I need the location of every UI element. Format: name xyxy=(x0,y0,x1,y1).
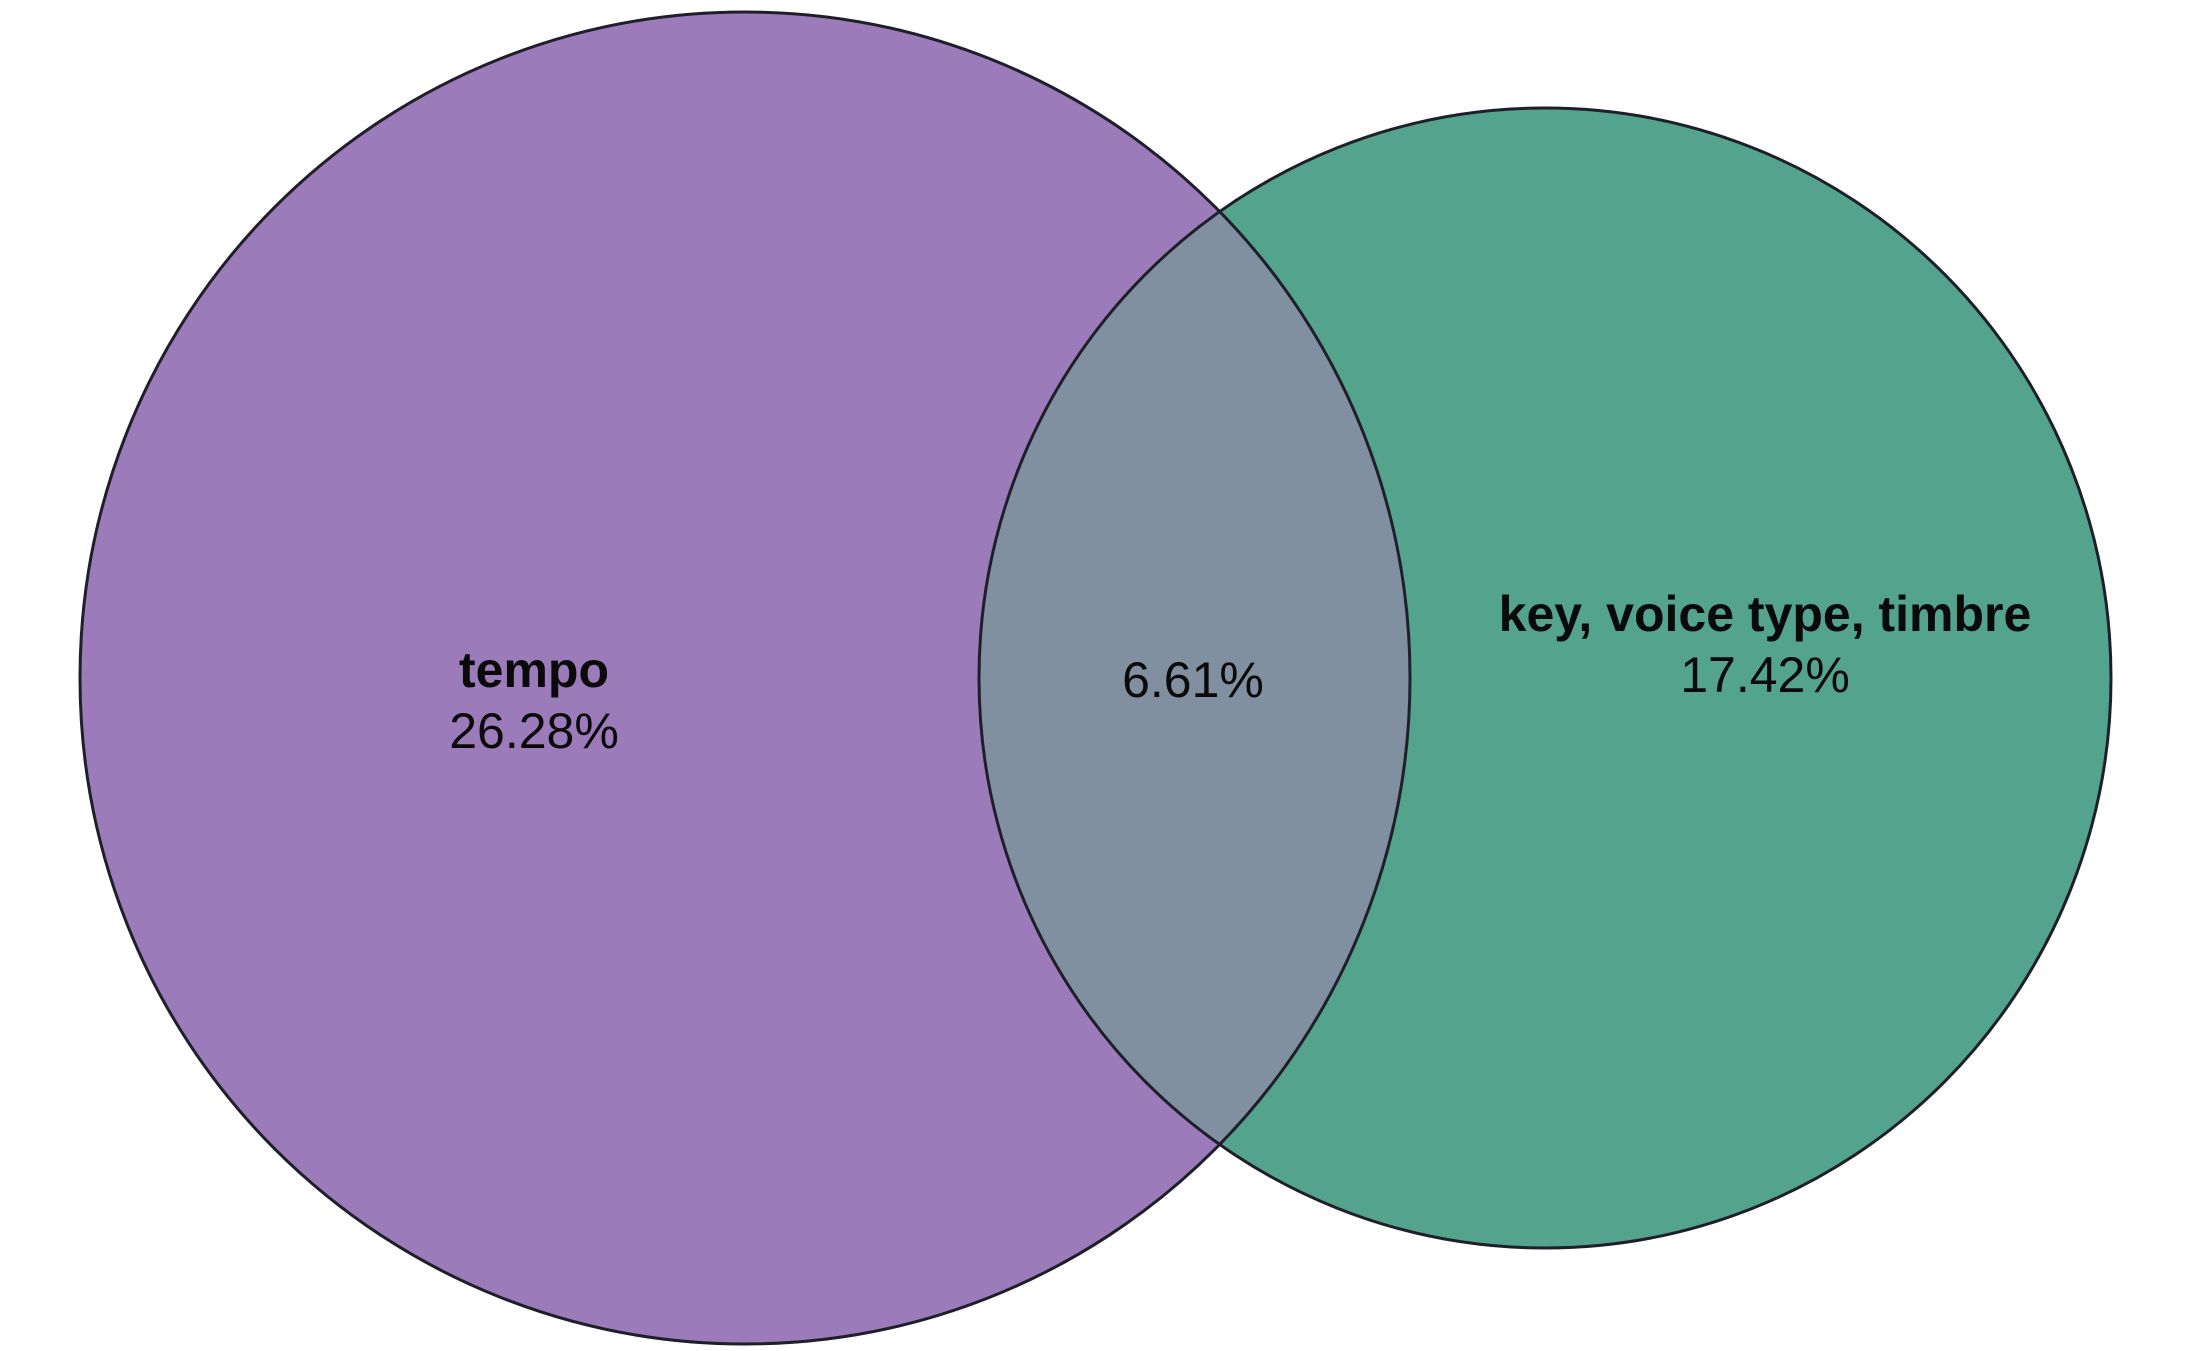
tempo-circle xyxy=(80,12,1410,1344)
key-voice-type-timbre-only-percent: 17.42% xyxy=(1680,647,1850,703)
tempo-circle-outline xyxy=(78,10,1412,1346)
tempo-label: tempo xyxy=(459,642,609,698)
intersection-percent: 6.61% xyxy=(1122,652,1264,708)
key-voice-type-timbre-circle-outline xyxy=(977,106,2113,1250)
key-voice-type-timbre-label: key, voice type, timbre xyxy=(1499,586,2032,642)
tempo-only-percent: 26.28% xyxy=(449,703,619,759)
intersection-region xyxy=(979,108,1410,1248)
